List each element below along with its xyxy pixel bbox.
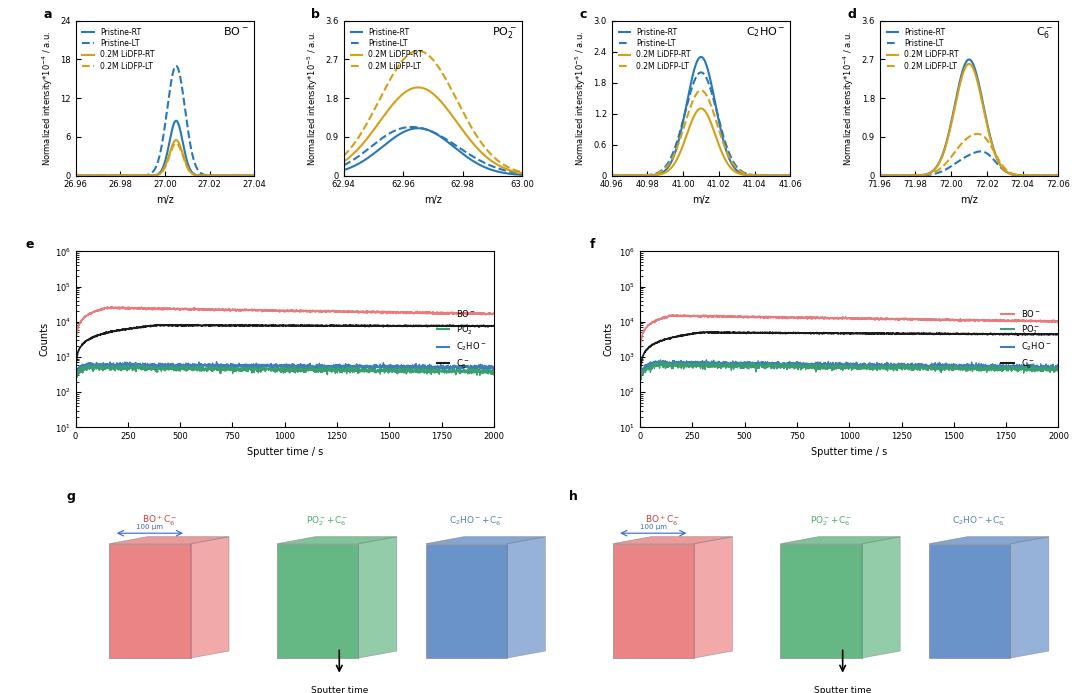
Legend: Pristine-RT, Pristine-LT, 0.2M LiDFP-RT, 0.2M LiDFP-LT: Pristine-RT, Pristine-LT, 0.2M LiDFP-RT,…	[80, 25, 158, 73]
Legend: BO$^-$, PO$_2^-$, C$_2$HO$^-$, C$_6^-$: BO$^-$, PO$_2^-$, C$_2$HO$^-$, C$_6^-$	[433, 305, 489, 374]
Polygon shape	[929, 544, 1011, 658]
Text: BO$^+$C$_6^-$: BO$^+$C$_6^-$	[645, 514, 680, 528]
Text: Sputter time: Sputter time	[814, 686, 872, 693]
Y-axis label: Counts: Counts	[39, 322, 49, 356]
Polygon shape	[426, 536, 545, 544]
Text: Sputter time: Sputter time	[311, 686, 368, 693]
Text: 100 μm: 100 μm	[639, 524, 666, 529]
Text: f: f	[590, 238, 595, 251]
Polygon shape	[612, 544, 694, 658]
Legend: Pristine-RT, Pristine-LT, 0.2M LiDFP-RT, 0.2M LiDFP-LT: Pristine-RT, Pristine-LT, 0.2M LiDFP-RT,…	[348, 25, 426, 73]
Text: g: g	[66, 490, 75, 503]
Polygon shape	[109, 544, 191, 658]
Text: C$_2$HO$^-$+C$_6^-$: C$_2$HO$^-$+C$_6^-$	[449, 514, 503, 528]
Polygon shape	[612, 536, 732, 544]
Text: 100 μm: 100 μm	[136, 524, 163, 529]
Text: PO$_2^-$+C$_6^-$: PO$_2^-$+C$_6^-$	[306, 514, 349, 528]
Polygon shape	[694, 536, 732, 658]
Polygon shape	[276, 544, 359, 658]
Y-axis label: Normalized intensity*10$^{-5}$ / a.u.: Normalized intensity*10$^{-5}$ / a.u.	[306, 30, 320, 166]
Legend: Pristine-RT, Pristine-LT, 0.2M LiDFP-RT, 0.2M LiDFP-LT: Pristine-RT, Pristine-LT, 0.2M LiDFP-RT,…	[883, 25, 961, 73]
Legend: Pristine-RT, Pristine-LT, 0.2M LiDFP-RT, 0.2M LiDFP-LT: Pristine-RT, Pristine-LT, 0.2M LiDFP-RT,…	[616, 25, 693, 73]
Text: PO$_2^-$+C$_6^-$: PO$_2^-$+C$_6^-$	[810, 514, 852, 528]
Polygon shape	[1011, 536, 1049, 658]
Text: PO$_2^-$: PO$_2^-$	[492, 26, 517, 40]
Polygon shape	[929, 536, 1049, 544]
Text: C$_2$HO$^-$: C$_2$HO$^-$	[745, 26, 785, 40]
Legend: BO$^-$, PO$_2^-$, C$_2$HO$^-$, C$_6^-$: BO$^-$, PO$_2^-$, C$_2$HO$^-$, C$_6^-$	[998, 305, 1054, 374]
Polygon shape	[508, 536, 545, 658]
Polygon shape	[109, 536, 229, 544]
Polygon shape	[781, 536, 901, 544]
Polygon shape	[862, 536, 901, 658]
Text: BO$^+$C$_6^-$: BO$^+$C$_6^-$	[141, 514, 177, 528]
Text: c: c	[580, 8, 586, 21]
Text: C$_2$HO$^-$+C$_6^-$: C$_2$HO$^-$+C$_6^-$	[953, 514, 1007, 528]
Y-axis label: Counts: Counts	[604, 322, 613, 356]
X-axis label: m/z: m/z	[960, 195, 977, 205]
Y-axis label: Normalized intensity*10$^{-4}$ / a.u.: Normalized intensity*10$^{-4}$ / a.u.	[40, 30, 55, 166]
X-axis label: Sputter time / s: Sputter time / s	[811, 447, 888, 457]
Text: a: a	[43, 8, 52, 21]
Text: h: h	[569, 490, 578, 503]
Y-axis label: Normalized intensity*10$^{-4}$ / a.u.: Normalized intensity*10$^{-4}$ / a.u.	[841, 30, 856, 166]
Text: e: e	[26, 238, 33, 251]
Y-axis label: Normalized intensity*10$^{-5}$ / a.u.: Normalized intensity*10$^{-5}$ / a.u.	[573, 30, 588, 166]
Polygon shape	[359, 536, 396, 658]
Polygon shape	[276, 536, 396, 544]
Text: b: b	[311, 8, 321, 21]
X-axis label: m/z: m/z	[692, 195, 710, 205]
Polygon shape	[781, 544, 862, 658]
X-axis label: m/z: m/z	[424, 195, 442, 205]
Text: C$_6^-$: C$_6^-$	[1036, 26, 1053, 40]
Polygon shape	[426, 544, 508, 658]
X-axis label: Sputter time / s: Sputter time / s	[246, 447, 323, 457]
Text: d: d	[848, 8, 856, 21]
X-axis label: m/z: m/z	[157, 195, 174, 205]
Text: BO$^-$: BO$^-$	[224, 26, 248, 37]
Polygon shape	[191, 536, 229, 658]
